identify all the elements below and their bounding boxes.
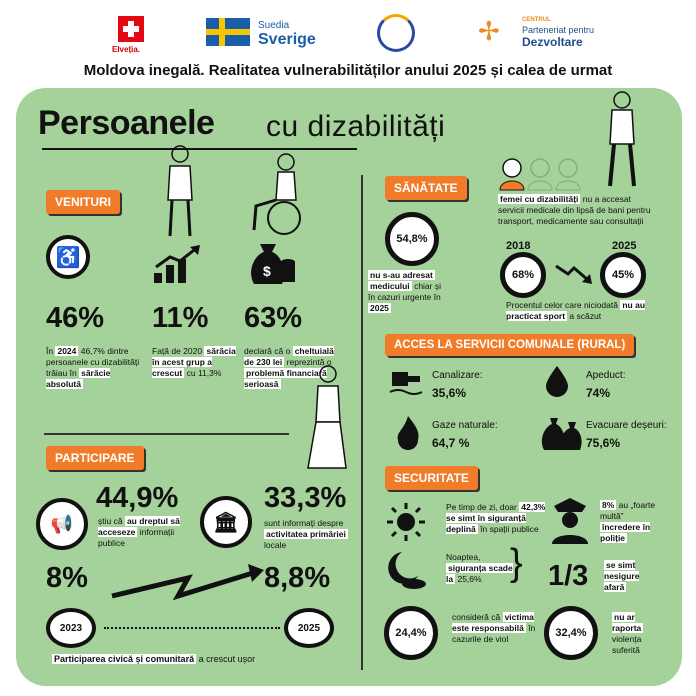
swiss-flag-icon <box>118 16 144 42</box>
sanatate-tag: SĂNĂTATE <box>385 176 467 200</box>
participare-to-value: 8,8% <box>264 562 331 594</box>
securitate-police-text: 8% au „foarte multă” încredere în poliți… <box>600 500 656 543</box>
venituri-tag: VENITURI <box>46 190 121 214</box>
police-officer-icon <box>552 498 588 544</box>
securitate-day-text: Pe timp de zi, doar 42,3% se simt în sig… <box>446 502 546 534</box>
page-headline: Moldova inegală. Realitatea vulnerabilit… <box>83 62 613 79</box>
partner-circle-logo-icon <box>377 14 415 52</box>
securitate-ring2: 32,4% <box>544 606 598 660</box>
venituri-stat2-value: 11% <box>152 302 209 334</box>
sun-icon <box>387 503 425 541</box>
venituri-stat3-value: 63% <box>244 302 303 334</box>
venituri-stat2-text: Față de 2020 sărăcia în acest grup a cre… <box>152 346 236 378</box>
participare-from-value: 8% <box>46 562 88 594</box>
sanatate-women-text: femei cu dizabilități nu a accesat servi… <box>498 194 651 226</box>
pd-logo-icon: ✢ <box>478 16 500 46</box>
year-2025-badge: 2025 <box>284 608 334 648</box>
sweden-flag-icon <box>206 18 250 46</box>
sport-ring-from: 68% <box>500 252 546 298</box>
water-drop-icon <box>546 366 568 397</box>
wheelchair-icon: ♿ <box>46 235 90 279</box>
sweden-logo-big: Sverige <box>258 31 316 48</box>
flame-icon <box>397 416 419 450</box>
section-divider <box>44 433 289 435</box>
securitate-ring2-text: nu ar raporta violența suferită <box>612 612 644 655</box>
pd-logo-line1: Parteneriat pentru <box>522 25 595 35</box>
service-0-value: 35,6% <box>432 386 467 400</box>
woman-figure-icon <box>307 365 347 469</box>
venituri-stat3-text: declară că o cheltuială de 230 lei repre… <box>244 346 334 389</box>
wheelchair-user-icon <box>252 153 301 235</box>
sport-ring-to: 45% <box>600 252 646 298</box>
securitate-fraction: 1/3 <box>548 560 589 592</box>
growth-chart-icon <box>154 245 200 283</box>
man-figure-icon <box>608 91 636 187</box>
brace-symbol: } <box>510 542 523 584</box>
garbage-bag-icon <box>541 418 582 450</box>
servicii-tag: ACCES LA SERVICII COMUNALE (RURAL) <box>385 334 635 356</box>
svg-text:$: $ <box>263 263 271 279</box>
sanatate-year-from: 2018 <box>506 240 531 252</box>
title-part1: Persoanele <box>38 104 215 142</box>
sanatate-sport-text: Procentul celor care niciodată nu au pra… <box>506 300 646 321</box>
pipe-icon <box>389 372 423 395</box>
title-part2: cu dizabilități <box>266 110 446 143</box>
swiss-logo-text: Elveția. <box>112 45 141 54</box>
money-bag-icon: $ <box>251 244 295 284</box>
sweden-logo-small: Suedia <box>258 20 290 31</box>
securitate-fraction-text: se simt nesigure afară <box>604 560 640 592</box>
moon-icon <box>388 552 426 589</box>
venituri-stat1-value: 46% <box>46 302 105 334</box>
logo-row: Elveția. Suedia Sverige ✢ CENTRUL Parten… <box>0 14 696 56</box>
sanatate-ring: 54,8% <box>385 212 439 266</box>
title-underline <box>42 148 357 150</box>
megaphone-icon: 📢 <box>36 498 88 550</box>
participare-stat1-value: 44,9% <box>96 482 179 514</box>
securitate-ring1-text: consideră că victima este responsabilă î… <box>452 612 536 644</box>
service-2-label: Gaze naturale: <box>432 420 498 431</box>
participare-stat2-text: sunt informați despre activitatea primăr… <box>264 518 348 550</box>
securitate-ring1: 24,4% <box>384 606 438 660</box>
city-hall-icon: 🏛 <box>200 496 252 548</box>
down-trend-arrow-icon <box>555 264 592 284</box>
participare-tag: PARTICIPARE <box>46 446 144 470</box>
participare-stat1-text: știu că au dreptul să acceseze informați… <box>98 516 180 548</box>
infographic-panel <box>16 88 682 686</box>
participare-stat2-value: 33,3% <box>264 482 347 514</box>
venituri-stat1-text: În 2024 46,7% dintre persoanele cu dizab… <box>46 346 140 389</box>
person-standing-icon <box>167 145 193 237</box>
service-0-label: Canalizare: <box>432 370 483 381</box>
service-1-value: 74% <box>586 386 611 400</box>
service-1-label: Apeduct: <box>586 370 626 381</box>
pd-logo-centre: CENTRUL <box>522 17 551 23</box>
women-group-icon <box>499 158 581 191</box>
sanatate-ring-text: nu s-au adresat medicului chiar și în ca… <box>368 270 441 313</box>
securitate-tag: SECURITATE <box>385 466 478 490</box>
service-3-value: 75,6% <box>586 436 621 450</box>
securitate-night-text: Noaptea, siguranța scade la 25,6% <box>446 552 513 584</box>
participare-caption: Participarea civică și comunitară a cres… <box>52 654 256 664</box>
service-2-value: 64,7 % <box>432 436 470 450</box>
dotted-timeline <box>104 627 280 629</box>
column-divider <box>361 175 363 670</box>
year-2023-badge: 2023 <box>46 608 96 648</box>
sanatate-year-to: 2025 <box>612 240 637 252</box>
zigzag-arrow-icon <box>111 564 264 601</box>
pd-logo-line2: Dezvoltare <box>522 35 583 49</box>
service-3-label: Evacuare deșeuri: <box>586 420 667 431</box>
